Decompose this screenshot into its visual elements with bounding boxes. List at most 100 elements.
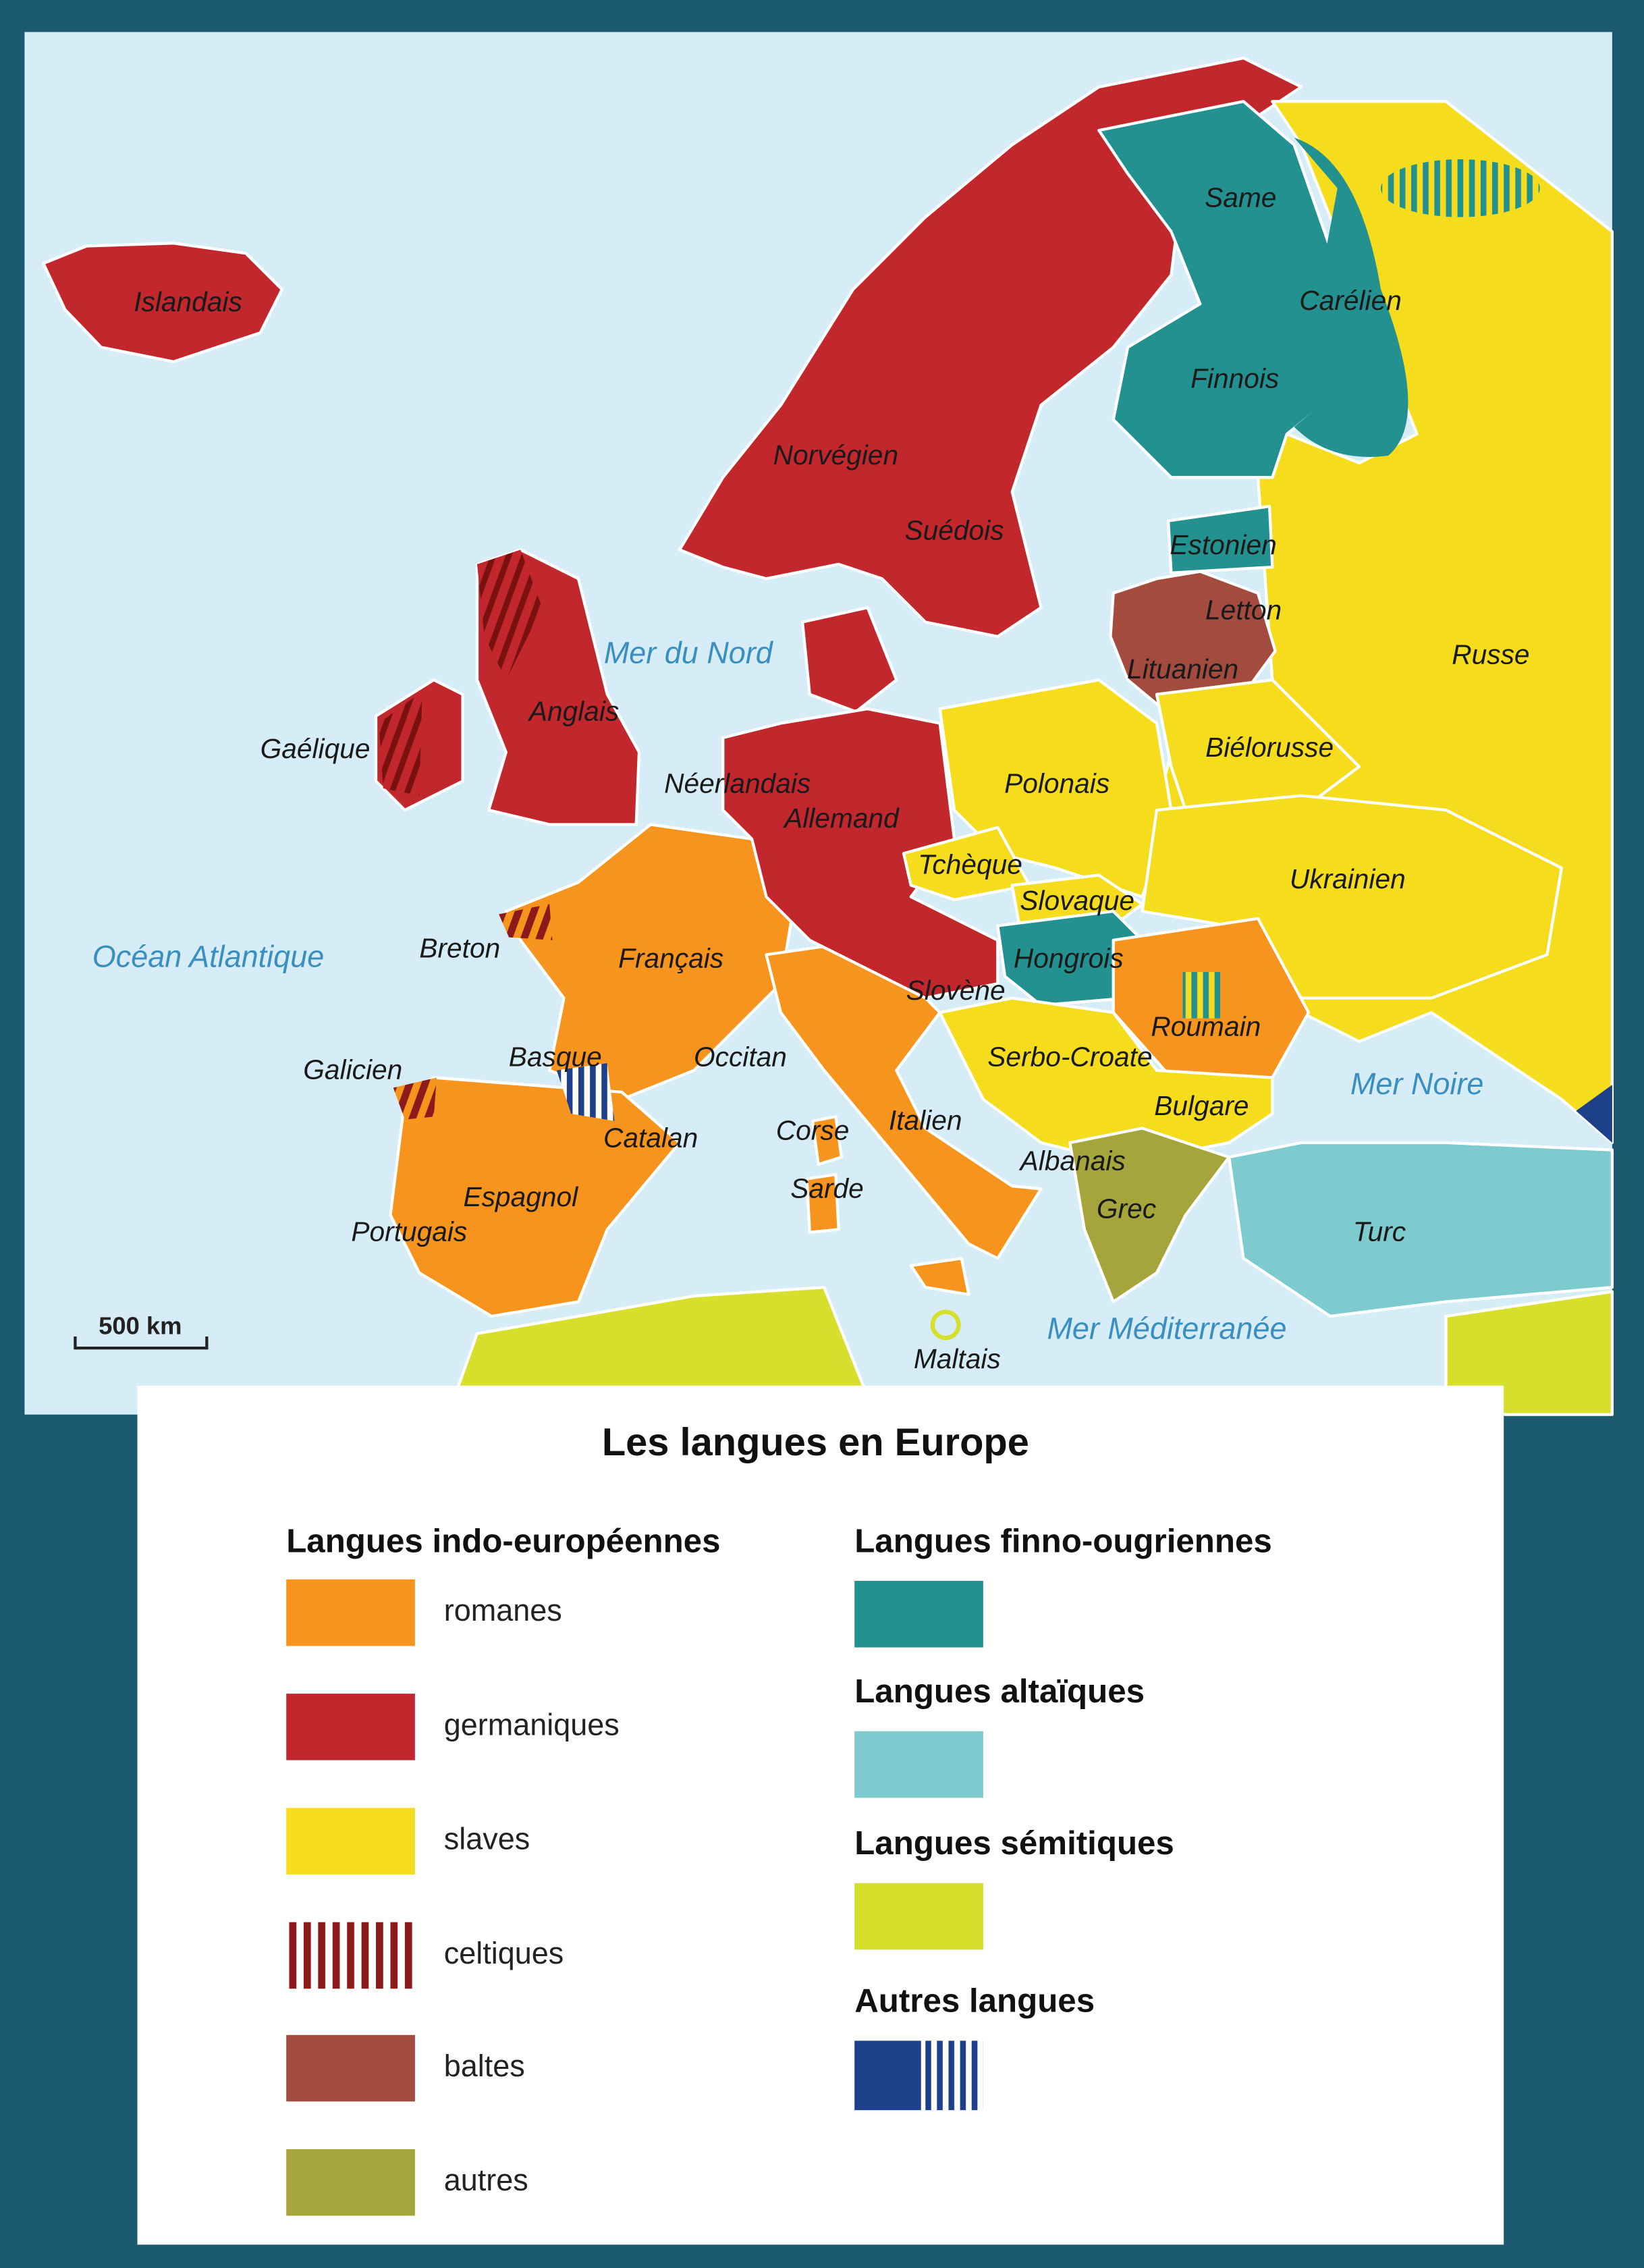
language-label: Espagnol	[463, 1181, 578, 1212]
czechia	[902, 826, 1031, 902]
language-label: Anglais	[528, 695, 619, 726]
sicily	[909, 1257, 970, 1296]
galicia-hatch	[393, 1077, 437, 1120]
legend-swatch	[286, 1808, 415, 1874]
legend-item-label: autres	[444, 2163, 528, 2197]
language-label: Letton	[1205, 594, 1282, 625]
language-label: Galicien	[303, 1054, 402, 1085]
sea-label: Mer du Nord	[604, 636, 774, 670]
greece	[1068, 1127, 1231, 1303]
legend-item-label: germaniques	[444, 1707, 620, 1742]
legend-title: Les langues en Europe	[602, 1421, 1029, 1464]
balkans	[938, 996, 1274, 1159]
baltic	[1109, 570, 1277, 718]
language-label: Catalan	[603, 1122, 698, 1153]
sea-label: Mer Méditerranée	[1047, 1311, 1286, 1345]
komi-hatch	[1381, 159, 1540, 217]
language-label: Finnois	[1190, 363, 1279, 394]
language-label: Suédois	[905, 514, 1004, 545]
legend-heading: Autres langues	[854, 1982, 1095, 2020]
language-label: Maltais	[914, 1343, 1001, 1374]
iberia	[389, 1076, 682, 1318]
legend-swatch	[854, 1883, 983, 1950]
ukraine	[1141, 794, 1564, 1000]
language-label: Néerlandais	[664, 767, 811, 799]
legend-swatch	[286, 2034, 415, 2102]
language-label: Italien	[889, 1105, 962, 1136]
ireland-hatch	[379, 691, 422, 796]
legend: Les langues en Europe Langues indo-europ…	[137, 1385, 1504, 2245]
legend-swatch	[286, 1694, 415, 1760]
language-label: Corse	[776, 1115, 850, 1146]
brittany-hatch	[499, 904, 553, 940]
language-label: Albanais	[1019, 1145, 1126, 1177]
map-labels: Islandais Norvégien Suédois Same Carélien Fin…	[92, 182, 1530, 1374]
legend-item-label: baltes	[444, 2049, 525, 2083]
language-label: Sarde	[790, 1172, 864, 1204]
finland	[1097, 100, 1361, 479]
language-label: Allemand	[783, 803, 900, 834]
language-label: Same	[1205, 182, 1276, 213]
turkey	[1227, 1141, 1614, 1318]
language-label: Russe	[1452, 639, 1529, 670]
sea-label: Océan Atlantique	[92, 940, 324, 974]
legend-item-label: romanes	[444, 1593, 562, 1627]
estonia	[1166, 505, 1274, 574]
language-label: Turc	[1353, 1216, 1406, 1247]
language-label: Polonais	[1004, 767, 1109, 799]
scandinavia	[678, 56, 1303, 639]
language-label: Breton	[419, 933, 500, 964]
language-label: Grec	[1097, 1193, 1156, 1224]
karelia	[1294, 137, 1408, 457]
language-label: Hongrois	[1014, 943, 1124, 974]
szekely-hatch	[1182, 972, 1221, 1019]
language-label: Lituanien	[1127, 653, 1238, 684]
language-label: Estonien	[1170, 529, 1276, 560]
legend-swatch	[854, 1731, 983, 1798]
language-label: Tchèque	[918, 848, 1022, 880]
legend-swatch	[854, 1581, 983, 1648]
language-label: Biélorusse	[1205, 732, 1334, 763]
corsica	[811, 1115, 844, 1166]
scotland-hatch	[477, 549, 543, 680]
france	[504, 823, 797, 1101]
basque-hatch	[556, 1063, 615, 1121]
legend-swatch	[286, 1579, 415, 1646]
legend-item-label: celtiques	[444, 1936, 564, 1970]
legend-swatch-hatch	[925, 2041, 983, 2111]
legend-heading: Langues indo-européennes	[286, 1522, 720, 1559]
legend-swatch	[286, 2149, 415, 2216]
malta-marker	[930, 1310, 961, 1341]
language-label: Islandais	[134, 286, 242, 317]
language-label: Gaélique	[261, 733, 371, 764]
language-label: Serbo-Croate	[987, 1041, 1152, 1072]
language-label: Roumain	[1151, 1010, 1261, 1042]
legend-swatch	[854, 2041, 921, 2111]
legend-swatch	[286, 1922, 415, 1989]
language-label: Français	[618, 943, 723, 974]
legend-heading: Langues sémitiques	[854, 1825, 1174, 1862]
scale-label: 500 km	[99, 1312, 182, 1340]
legend-heading: Langues finno-ougriennes	[854, 1522, 1272, 1559]
language-label: Portugais	[351, 1216, 467, 1247]
language-label: Basque	[509, 1041, 602, 1072]
language-label: Occitan	[694, 1041, 787, 1072]
language-label: Slovaque	[1020, 885, 1134, 916]
sardinia	[805, 1172, 840, 1234]
language-label: Norvégien	[773, 439, 898, 470]
legend-heading: Langues altaïques	[854, 1673, 1145, 1710]
map: 500 km Islandais Norvégien Suédois Same Caré…	[24, 32, 1614, 1416]
sea-label: Mer Noire	[1350, 1066, 1483, 1101]
language-label: Ukrainien	[1290, 863, 1406, 894]
denmark	[800, 605, 898, 713]
caucasus	[1576, 1085, 1612, 1143]
language-label: Slovène	[906, 975, 1006, 1006]
legend-items: Langues indo-européennes romanes germaniqu…	[286, 1522, 1272, 2216]
legend-item-label: slaves	[444, 1822, 530, 1856]
middle-east	[1444, 1290, 1614, 1416]
germany	[721, 707, 999, 1000]
language-label: Bulgare	[1154, 1090, 1249, 1121]
language-label: Carélien	[1299, 285, 1402, 316]
